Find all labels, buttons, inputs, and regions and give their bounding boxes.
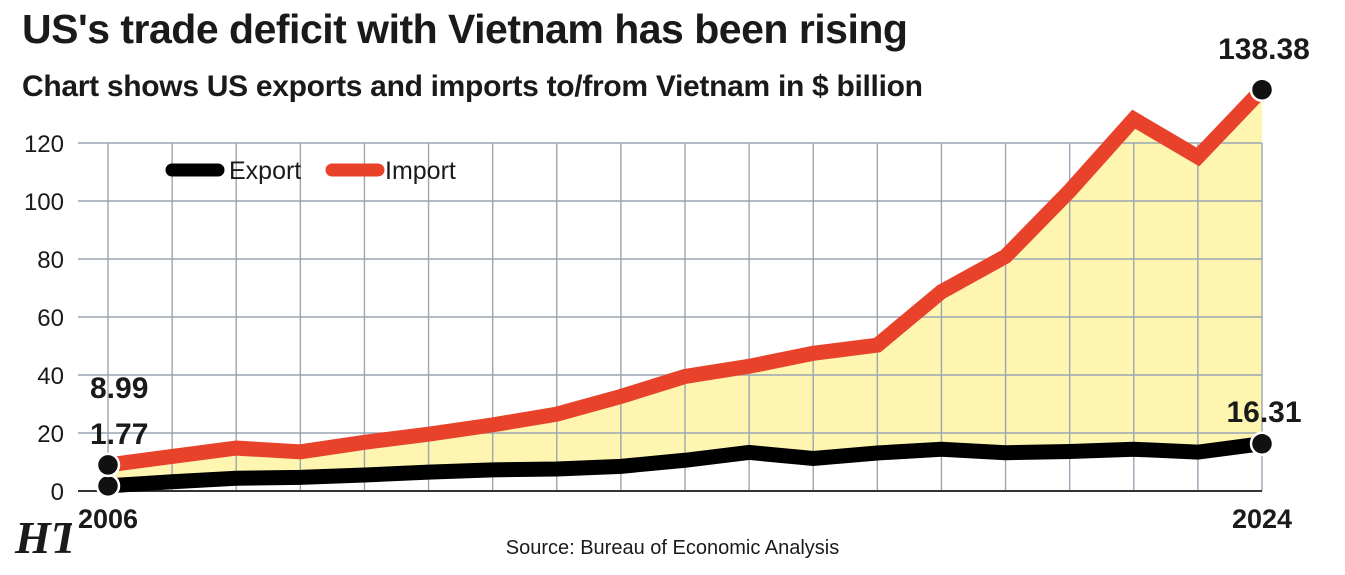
deficit-fill-area [108,89,1262,486]
chart-title: US's trade deficit with Vietnam has been… [22,6,908,52]
y-tick-label: 80 [37,247,64,274]
series-layer [107,84,1268,494]
marker-layer [95,77,1275,499]
data-label-import: 8.99 [90,372,148,405]
legend: Export Import [165,157,456,185]
data-label-export: 1.77 [90,418,148,451]
ht-logo-text: HT [14,513,72,561]
y-tick-label: 0 [51,479,64,506]
legend-label-import: Import [385,157,456,185]
ht-logo: HT [14,512,81,566]
data-point-marker-import [95,452,121,478]
y-tick-label: 60 [37,305,64,332]
series-line-import [107,84,1268,473]
y-tick-label: 40 [37,363,64,390]
x-tick-label: 2006 [78,504,138,534]
data-point-marker-import [1249,77,1275,102]
legend-label-export: Export [229,157,301,185]
y-tick-label: 120 [24,131,64,158]
y-tick-label: 100 [24,189,64,216]
data-point-marker-export [95,473,121,499]
y-tick-label: 20 [37,421,64,448]
axis-layer: 0 20 40 60 80 100 120 2006 2024 [24,131,1292,534]
x-tick-label: 2024 [1232,504,1292,534]
data-label-export: 16.31 [1226,396,1301,429]
chart-subtitle: Chart shows US exports and imports to/fr… [22,70,923,103]
data-point-marker-export [1249,431,1275,456]
source-note: Source: Bureau of Economic Analysis [505,537,840,559]
label-layer: 8.99 1.77 138.38 16.31 [90,33,1310,451]
data-label-import: 138.38 [1218,33,1310,66]
fill-area-layer [108,89,1262,486]
series-line-export [107,436,1263,494]
